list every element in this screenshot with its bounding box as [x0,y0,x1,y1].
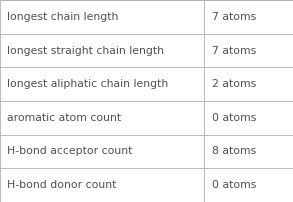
Text: 0 atoms: 0 atoms [212,113,257,123]
Text: 7 atoms: 7 atoms [212,45,257,56]
Text: aromatic atom count: aromatic atom count [7,113,122,123]
Text: 2 atoms: 2 atoms [212,79,257,89]
Text: 0 atoms: 0 atoms [212,180,257,190]
Text: longest chain length: longest chain length [7,12,119,22]
Text: 7 atoms: 7 atoms [212,12,257,22]
Text: longest aliphatic chain length: longest aliphatic chain length [7,79,168,89]
Text: H-bond acceptor count: H-bond acceptor count [7,146,133,157]
Text: H-bond donor count: H-bond donor count [7,180,117,190]
Text: longest straight chain length: longest straight chain length [7,45,164,56]
Text: 8 atoms: 8 atoms [212,146,257,157]
